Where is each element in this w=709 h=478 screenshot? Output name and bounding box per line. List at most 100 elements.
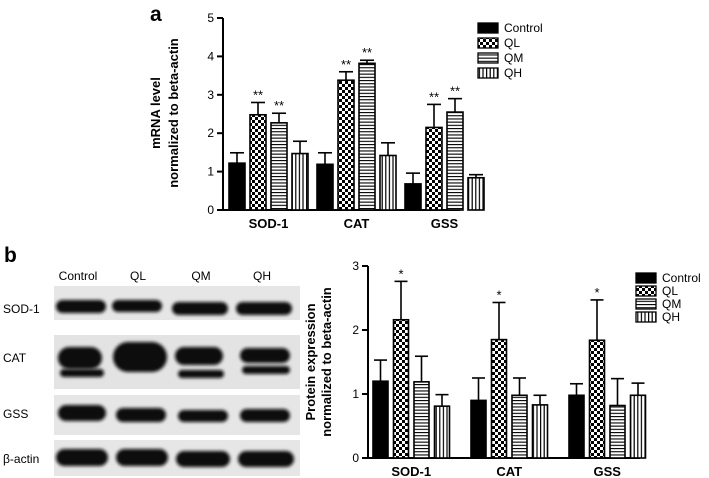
legend-label: QH xyxy=(662,310,680,324)
y-axis-label: mRNA level xyxy=(148,77,163,149)
y-axis-label: normalized to beta-actin xyxy=(166,38,181,188)
blot-band xyxy=(178,410,228,422)
legend-label: QM xyxy=(662,297,681,311)
y-tick-label: 1 xyxy=(352,387,359,401)
x-category-label: SOD-1 xyxy=(249,216,289,231)
blot-band xyxy=(56,449,108,466)
blot-band xyxy=(113,342,167,372)
blot-lane-label: QH xyxy=(253,269,271,283)
legend-label: QH xyxy=(504,66,522,80)
legend-swatch xyxy=(477,67,499,79)
blot-band xyxy=(176,451,230,467)
bar-qh-gss xyxy=(467,176,485,211)
bar-qm-sod-1 xyxy=(270,122,288,211)
bar-qh-cat xyxy=(531,404,549,459)
legend-label: QL xyxy=(662,284,678,298)
bar-qh-sod-1 xyxy=(433,405,451,459)
bar-qm-cat xyxy=(358,62,376,211)
legend-swatch xyxy=(635,311,657,323)
blot-bands xyxy=(56,300,294,467)
significance-marker: * xyxy=(496,287,501,302)
significance-marker: ** xyxy=(429,89,439,104)
y-axis-label: Protein expression xyxy=(303,303,318,420)
legend-swatch xyxy=(635,285,657,297)
significance-marker: ** xyxy=(253,87,263,102)
blot-row-label: GSS xyxy=(3,407,28,421)
y-tick-label: 2 xyxy=(352,323,359,337)
x-category-label: GSS xyxy=(431,216,459,231)
significance-marker: ** xyxy=(362,45,372,60)
blot-lane-label: QL xyxy=(130,269,146,283)
bar-qh-sod-1 xyxy=(291,152,309,211)
y-tick-label: 3 xyxy=(352,259,359,273)
legend-label: QL xyxy=(504,36,520,50)
x-category-label: CAT xyxy=(496,464,522,478)
blot-row-label: CAT xyxy=(3,351,27,365)
y-tick-label: 0 xyxy=(352,451,359,465)
western-blot: Control QL QM QH SOD-1 CAT GSS β-actin xyxy=(3,269,300,476)
bar-qh-gss xyxy=(629,394,647,459)
chart-b-protein-expression: 0 1 2 3 Protein expression normalized to beta… xyxy=(303,259,701,478)
bar-control-gss xyxy=(568,394,585,459)
bar-control-sod-1 xyxy=(228,162,246,211)
x-category-label: SOD-1 xyxy=(391,464,431,478)
legend-label: Control xyxy=(504,21,543,35)
legend-swatch xyxy=(635,298,657,310)
bar-qm-sod-1 xyxy=(413,381,430,459)
blot-band xyxy=(240,348,290,363)
y-tick-label: 2 xyxy=(207,126,214,140)
y-tick-label: 3 xyxy=(207,88,214,102)
x-category-label: GSS xyxy=(594,464,622,478)
legend-swatch xyxy=(635,272,657,284)
y-axis-label: normalized to beta-actin xyxy=(319,287,334,437)
significance-marker: ** xyxy=(274,98,284,113)
blot-band xyxy=(116,408,166,422)
panel-b-letter: b xyxy=(4,244,17,267)
bar-ql-gss xyxy=(425,126,443,211)
blot-band xyxy=(116,449,168,466)
blot-band xyxy=(112,300,162,312)
bar-qm-gss xyxy=(609,404,626,459)
y-tick-label: 5 xyxy=(207,11,214,25)
significance-marker: ** xyxy=(341,57,351,72)
bar-ql-cat xyxy=(337,79,355,211)
bar-control-sod-1 xyxy=(372,380,389,459)
blot-band xyxy=(60,369,104,377)
bar-control-cat xyxy=(470,399,487,459)
bar-control-cat xyxy=(316,163,334,211)
blot-band xyxy=(238,451,294,467)
blot-band xyxy=(175,347,223,365)
legend-swatch xyxy=(477,22,499,34)
blot-row-label: SOD-1 xyxy=(3,302,40,316)
y-tick-label: 4 xyxy=(207,49,214,63)
significance-marker: * xyxy=(594,285,599,300)
blot-band xyxy=(172,302,228,315)
bar-ql-gss xyxy=(588,339,606,459)
bar-ql-sod-1 xyxy=(249,113,267,211)
blot-band xyxy=(242,366,290,374)
blot-lane-label: Control xyxy=(59,269,98,283)
y-tick-label: 0 xyxy=(207,203,214,217)
blot-lane-label: QM xyxy=(191,269,210,283)
blot-band xyxy=(236,302,292,315)
y-tick-label: 1 xyxy=(207,165,214,179)
panel-a-letter: a xyxy=(150,3,162,26)
significance-marker: ** xyxy=(450,84,460,99)
x-category-label: CAT xyxy=(344,216,370,231)
legend-swatch xyxy=(477,52,499,64)
legend-label: QM xyxy=(504,51,523,65)
bar-qh-cat xyxy=(379,154,397,211)
blot-band xyxy=(178,370,224,378)
legend-swatch xyxy=(477,37,499,49)
blot-band xyxy=(58,347,102,369)
bar-qm-gss xyxy=(446,111,464,211)
significance-marker: * xyxy=(398,266,403,281)
legend-label: Control xyxy=(662,271,701,285)
blot-row-label: β-actin xyxy=(3,452,39,466)
bar-ql-cat xyxy=(490,338,508,459)
bar-ql-sod-1 xyxy=(392,318,410,459)
blot-band xyxy=(56,300,106,313)
bar-control-gss xyxy=(404,183,422,211)
bar-qm-cat xyxy=(511,394,528,459)
